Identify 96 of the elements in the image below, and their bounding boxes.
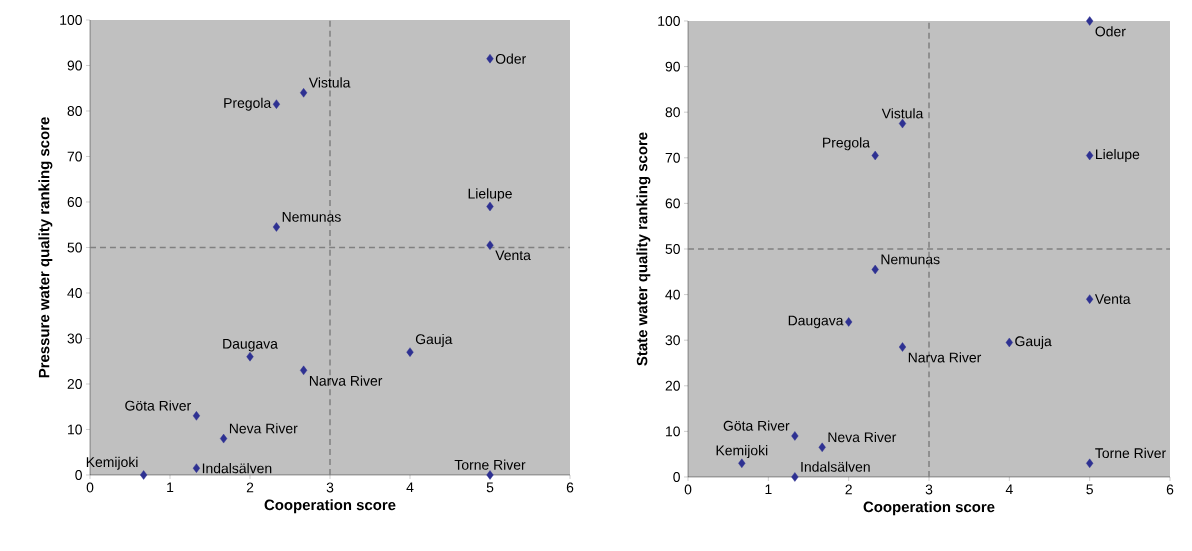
annotation: Indalsälven [202, 463, 272, 474]
point [898, 118, 907, 129]
point [300, 365, 308, 376]
point [791, 472, 799, 482]
annotation: Vistula [308, 77, 351, 88]
point [1086, 294, 1094, 304]
point [140, 470, 148, 480]
y-tick-label: 80 [665, 107, 680, 118]
point [818, 442, 826, 453]
y-tick-label: 70 [67, 151, 82, 162]
annotation: Vistula [881, 108, 924, 119]
x-tick-label: 4 [1005, 484, 1013, 495]
annotation: Venta [1094, 294, 1131, 305]
point [1086, 458, 1094, 468]
y-tick-label: 60 [665, 198, 680, 209]
y-tick-label: 20 [665, 380, 680, 391]
annotation: Pregola [224, 97, 272, 111]
point [486, 201, 494, 212]
point [300, 88, 308, 98]
y-tick-label: 50 [665, 244, 680, 254]
x-tick-label: 2 [845, 484, 852, 495]
point [486, 470, 494, 480]
annotation: Neva River [828, 431, 897, 443]
annotation: Göta River [125, 400, 191, 411]
annotation: Gauja [1015, 335, 1052, 349]
annotation: Daugava [788, 315, 844, 329]
annotation: Göta River [723, 420, 790, 431]
y-tick-label: 10 [68, 424, 82, 435]
y-tick-label: 60 [67, 197, 82, 207]
point [791, 431, 799, 441]
annotation: Pregola [823, 137, 870, 151]
x-tick-label: 6 [1166, 484, 1174, 495]
x-tick-label: 5 [486, 482, 494, 493]
y-tick-label: 0 [75, 470, 82, 480]
annotation: Nemunas [881, 254, 940, 265]
point [1086, 16, 1094, 26]
y-tick-label: 90 [665, 61, 680, 72]
annotation: Kemijoki [716, 445, 768, 459]
annotation: Kemijoki [86, 456, 138, 470]
y-tick-label: 90 [67, 60, 82, 71]
y-tick-label: 100 [658, 16, 680, 26]
point [871, 150, 879, 161]
y-tick-label: 30 [665, 335, 680, 346]
point [1005, 337, 1013, 348]
point [898, 342, 907, 352]
point [738, 458, 746, 468]
annotation: Narva River [908, 352, 982, 363]
annotation: Narva River [309, 375, 383, 386]
point [272, 99, 280, 109]
y-tick-label: 0 [673, 472, 680, 482]
y-tick-label: 80 [67, 106, 82, 116]
x-tick-label: 3 [925, 484, 933, 495]
annotation: Torne River [1095, 447, 1166, 459]
x-tick-label: 4 [406, 482, 414, 493]
x-tick-label: 5 [1086, 484, 1093, 495]
annotation: Lielupe [468, 188, 512, 202]
x-axis-title: Cooperation score [863, 501, 995, 516]
annotation: Lielupe [1096, 149, 1140, 162]
point [272, 222, 280, 232]
y-tick-label: 30 [67, 333, 82, 344]
x-tick-label: 0 [684, 484, 692, 495]
y-axis-title: Pressure water quality ranking score [38, 117, 53, 378]
point [871, 264, 879, 275]
annotation: Daugava [223, 339, 278, 352]
y-tick-label: 40 [665, 289, 680, 300]
x-tick-label: 1 [167, 482, 174, 493]
y-tick-label: 70 [665, 152, 680, 163]
x-tick-label: 2 [246, 482, 254, 493]
annotation: Gauja [415, 333, 453, 347]
point [845, 317, 853, 327]
point [486, 240, 494, 250]
y-axis-title: State water quality ranking score [636, 132, 651, 366]
annotation: Torne River [454, 459, 526, 470]
y-tick-label: 100 [60, 15, 82, 25]
y-tick-label: 50 [67, 242, 82, 253]
x-tick-label: 3 [326, 482, 334, 493]
x-axis-title: Cooperation score [264, 499, 396, 514]
annotation: Oder [1095, 26, 1126, 37]
annotation: Neva River [229, 423, 298, 434]
point [192, 463, 200, 473]
annotation: Indalsälven [801, 461, 870, 472]
annotation: Venta [495, 250, 531, 261]
point [406, 347, 414, 357]
x-tick-label: 0 [86, 482, 94, 493]
annotation: Oder [495, 53, 526, 64]
point [486, 53, 494, 64]
point [192, 411, 200, 421]
point [246, 351, 254, 362]
point [220, 433, 228, 444]
annotation: Nemunas [282, 212, 341, 222]
point [1086, 150, 1094, 161]
y-tick-label: 20 [67, 379, 82, 389]
y-tick-label: 10 [666, 426, 680, 437]
x-tick-label: 1 [765, 484, 772, 495]
x-tick-label: 6 [566, 482, 574, 493]
y-tick-label: 40 [67, 288, 82, 298]
